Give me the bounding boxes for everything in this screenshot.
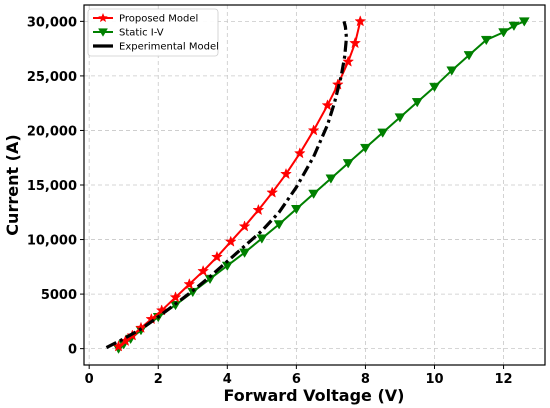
- series-line: [105, 20, 349, 349]
- data-point: [273, 220, 285, 230]
- legend-marker: [98, 28, 108, 37]
- data-point: [211, 250, 223, 263]
- data-point: [394, 113, 406, 123]
- y-tick-label: 10,000: [27, 234, 77, 249]
- plot-background: [84, 5, 545, 365]
- data-point: [290, 205, 302, 215]
- data-point: [354, 15, 367, 27]
- series-layer: [105, 15, 530, 354]
- legend-label: Experimental Model: [119, 42, 219, 53]
- data-point: [480, 35, 492, 46]
- legend-label: Proposed Model: [119, 14, 198, 25]
- legend: Proposed Model Static I-V Experimental Mod…: [87, 8, 219, 57]
- data-point: [239, 248, 251, 258]
- data-point: [342, 55, 355, 67]
- data-point: [359, 143, 371, 154]
- data-point: [446, 66, 458, 76]
- data-point: [183, 278, 196, 290]
- grid: [84, 5, 545, 365]
- data-point: [280, 167, 292, 180]
- data-point: [411, 98, 423, 108]
- data-point: [155, 304, 168, 316]
- y-tick-label: 15,000: [27, 179, 77, 194]
- y-axis-label: Current (A): [3, 134, 22, 235]
- data-point: [463, 51, 475, 61]
- x-tick-label: 12: [495, 372, 513, 387]
- data-point: [429, 82, 440, 93]
- x-axis-label: Forward Voltage (V): [224, 386, 405, 405]
- series-experimental-model: [105, 20, 349, 349]
- data-point: [224, 235, 237, 247]
- data-point: [498, 28, 509, 38]
- legend-box: [87, 8, 219, 57]
- y-tick-label: 25,000: [27, 70, 77, 85]
- x-tick-label: 8: [361, 372, 370, 387]
- data-point: [238, 220, 251, 232]
- x-tick-label: 10: [425, 372, 443, 387]
- data-point: [307, 124, 320, 136]
- x-tick-label: 4: [223, 372, 232, 387]
- y-tick-label: 30,000: [27, 15, 77, 30]
- data-point: [321, 99, 334, 111]
- data-point: [349, 36, 361, 49]
- data-point: [508, 21, 520, 31]
- data-point: [293, 147, 306, 159]
- data-point: [325, 174, 337, 184]
- data-point: [252, 203, 265, 216]
- data-point: [256, 234, 268, 244]
- y-tick-label: 5000: [41, 288, 77, 303]
- data-point: [377, 128, 389, 138]
- legend-label: Static I-V: [119, 28, 164, 39]
- y-tick-label: 20,000: [27, 124, 77, 139]
- legend-marker: [98, 12, 108, 23]
- ticks: 0 2 4 6 8 10 12 0 5000 10,000 15,000 20,000 25,000 30…: [27, 15, 513, 387]
- data-point: [266, 186, 279, 198]
- x-tick-label: 0: [85, 372, 94, 387]
- data-point: [197, 264, 210, 277]
- data-point: [170, 301, 181, 311]
- data-point: [342, 159, 354, 169]
- data-point: [308, 189, 320, 199]
- x-tick-label: 2: [154, 372, 163, 387]
- data-point: [518, 17, 530, 27]
- x-tick-label: 6: [292, 372, 301, 387]
- data-point: [169, 291, 182, 303]
- y-tick-label: 0: [68, 343, 77, 358]
